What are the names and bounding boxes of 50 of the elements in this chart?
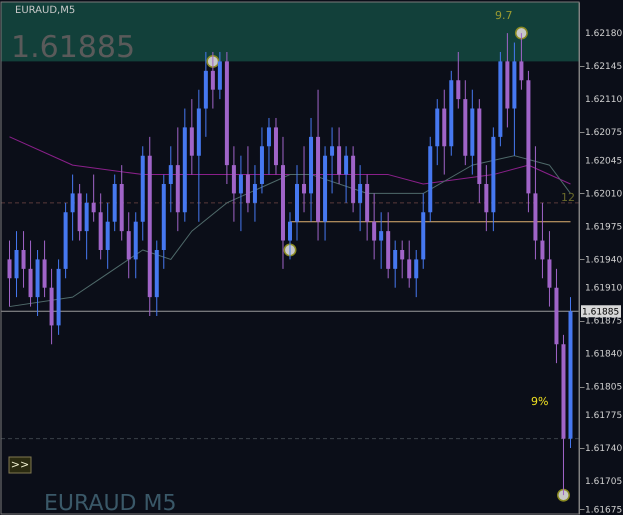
candlestick: [344, 146, 348, 204]
candlestick: [400, 240, 404, 279]
candlestick: [168, 146, 173, 213]
y-tick-label: 1.61675: [585, 505, 622, 515]
chart-title: EURAUD,M5: [15, 5, 76, 16]
y-tick-label: 1.62145: [585, 62, 622, 72]
candlestick: [210, 51, 215, 110]
candlestick: [330, 126, 334, 194]
point: [514, 26, 528, 40]
candlestick: [70, 174, 75, 242]
y-tick-label: 1.62180: [585, 29, 622, 40]
candlestick: [22, 230, 26, 288]
candlestick: [358, 164, 362, 232]
annotation: 1.61885: [11, 30, 136, 65]
annotation: >>: [10, 458, 30, 471]
candlestick: [379, 212, 384, 270]
candlestick: [540, 202, 544, 279]
candlestick: [238, 155, 243, 232]
candlestick: [407, 240, 412, 288]
candlestick: [393, 240, 398, 288]
y-tick-label: 1.61940: [585, 255, 622, 266]
annotation: 9%: [531, 395, 548, 408]
y-tick-label: 1.61875: [585, 316, 622, 327]
annotation: 12: [561, 191, 575, 204]
annotation: 9.7: [495, 9, 512, 22]
y-tick-label: 1.61805: [585, 382, 622, 393]
y-tick-label: 1.62045: [585, 156, 622, 166]
annotation: EURAUD M5: [44, 491, 176, 515]
candlestick: [302, 146, 306, 213]
y-tick-label: 1.62075: [585, 128, 622, 138]
y-tick-label: 1.61775: [585, 410, 622, 421]
y-tick-label: 1.61910: [585, 284, 622, 294]
y-tick-label: 1.61975: [585, 222, 622, 232]
candlestick: [414, 249, 418, 298]
line-series: [9, 136, 571, 184]
y-tick-label: 1.61705: [585, 477, 622, 487]
candlestick: [8, 240, 12, 308]
candlestick: [92, 174, 96, 222]
y-tick-label: 1.62110: [585, 95, 622, 106]
ref-line-label: 1.61885: [582, 307, 620, 318]
y-tick-label: 1.61840: [585, 350, 622, 360]
candlestick: [519, 32, 524, 90]
candlestick: [372, 192, 376, 260]
y-tick-label: 1.61740: [585, 444, 622, 454]
y-tick-label: 1.62010: [585, 189, 622, 200]
candlestick: [266, 117, 271, 176]
candlestick: [252, 164, 257, 222]
point: [557, 488, 570, 502]
candlestick: [288, 212, 292, 260]
candlestick: [456, 51, 460, 110]
